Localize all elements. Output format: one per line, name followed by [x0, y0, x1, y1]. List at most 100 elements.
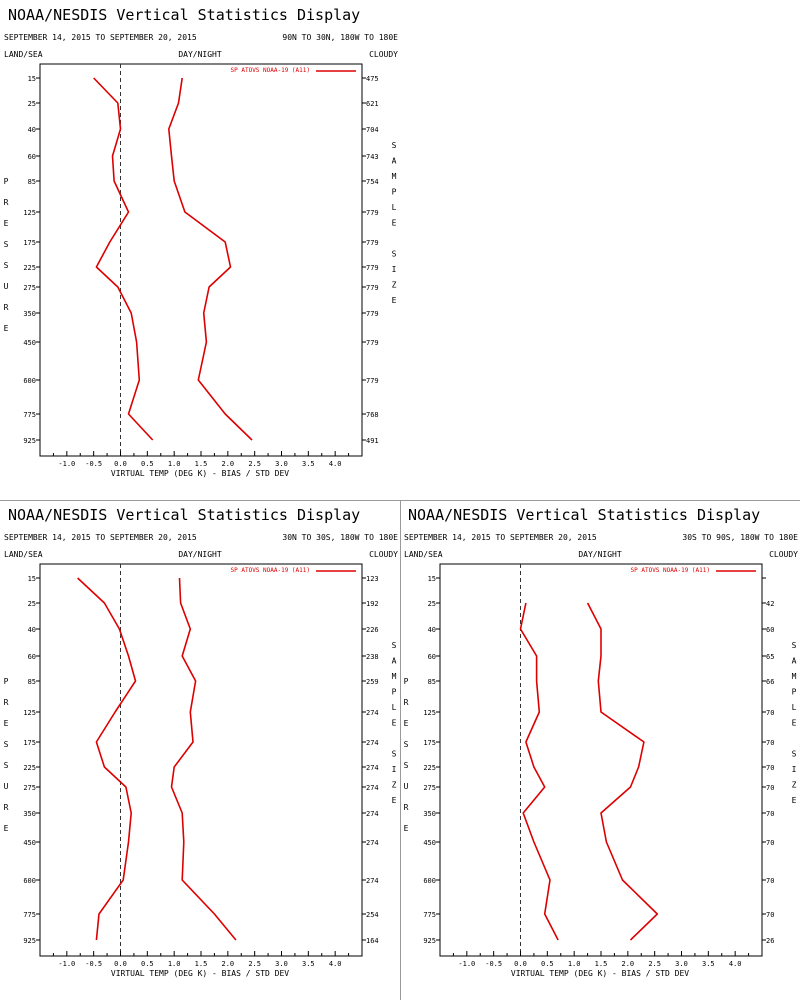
pressure-level-label: 225	[23, 764, 36, 772]
pressure-axis-letter: S	[4, 740, 9, 749]
pressure-level-label: 15	[28, 575, 36, 583]
pressure-axis-letter: R	[4, 803, 9, 812]
sample-size-label: 70	[766, 784, 774, 792]
sample-size-axis-letter: I	[792, 765, 797, 774]
x-tick-label: 1.5	[195, 960, 208, 968]
std-dev-line	[168, 77, 253, 441]
sample-size-axis-letter: Z	[392, 781, 397, 790]
chart-panel-30n-30s: NOAA/NESDIS Vertical Statistics Display S…	[0, 500, 400, 1000]
sample-size-axis-letter: E	[392, 219, 397, 228]
pressure-level-label: 600	[23, 377, 36, 385]
pressure-axis-letter: E	[404, 824, 409, 833]
date-range: SEPTEMBER 14, 2015 TO SEPTEMBER 20, 2015	[404, 533, 597, 542]
x-tick-label: -1.0	[58, 960, 75, 968]
sample-size-label: 779	[366, 310, 379, 318]
sample-size-label: 26	[766, 937, 774, 945]
sample-size-label: 491	[366, 437, 379, 445]
sample-size-label: 475	[366, 75, 379, 83]
pressure-level-label: 85	[28, 178, 36, 186]
pressure-axis-letter: U	[4, 282, 9, 291]
plot-frame	[439, 563, 763, 957]
pressure-level-label: 925	[23, 937, 36, 945]
x-tick-label: -0.5	[85, 960, 102, 968]
pressure-axis-letter: R	[4, 198, 9, 207]
pressure-level-label: 450	[423, 839, 436, 847]
sample-size-label: 192	[366, 600, 379, 608]
land-sea-label: LAND/SEA	[404, 550, 443, 559]
pressure-axis-letter: E	[4, 824, 9, 833]
sample-size-label: 779	[366, 209, 379, 217]
cloudy-label: CLOUDY	[369, 550, 398, 559]
pressure-axis-letter: S	[4, 240, 9, 249]
pressure-axis-letter: E	[404, 719, 409, 728]
pressure-level-label: 25	[428, 600, 436, 608]
sample-size-label: 123	[366, 575, 379, 583]
std-dev-line	[170, 577, 237, 941]
x-tick-label: 3.0	[275, 960, 288, 968]
sample-size-label: 274	[366, 784, 379, 792]
region-label: 30N TO 30S, 180W TO 180E	[282, 533, 398, 542]
sample-size-axis-letter: S	[792, 641, 797, 650]
x-tick-label: 1.0	[168, 960, 181, 968]
pressure-level-label: 175	[23, 239, 36, 247]
x-tick-label: -1.0	[58, 460, 75, 468]
sample-size-label: 754	[366, 178, 379, 186]
pressure-level-label: 175	[23, 739, 36, 747]
sample-size-label: 70	[766, 911, 774, 919]
pressure-level-label: 350	[23, 810, 36, 818]
sample-size-label: 779	[366, 284, 379, 292]
sample-size-axis-letter: P	[392, 688, 397, 697]
sample-size-axis-letter: E	[792, 796, 797, 805]
x-tick-label: 2.0	[622, 960, 635, 968]
sample-size-label: 779	[366, 339, 379, 347]
x-tick-label: 3.5	[302, 960, 315, 968]
pressure-axis-letter: E	[4, 219, 9, 228]
bias-line	[519, 602, 559, 941]
sample-size-axis-letter: M	[392, 672, 397, 681]
date-range: SEPTEMBER 14, 2015 TO SEPTEMBER 20, 2015	[4, 33, 197, 42]
x-axis-label: VIRTUAL TEMP (DEG K) - BIAS / STD DEV	[111, 969, 289, 978]
pressure-level-label: 125	[23, 209, 36, 217]
sample-size-label: 226	[366, 626, 379, 634]
pressure-level-label: 60	[28, 653, 36, 661]
sample-size-axis-letter: A	[392, 657, 397, 666]
sample-size-label: 779	[366, 239, 379, 247]
x-tick-label: 2.0	[222, 460, 235, 468]
pressure-level-label: 925	[423, 937, 436, 945]
pressure-axis-letter: S	[404, 761, 409, 770]
pressure-level-label: 450	[23, 839, 36, 847]
x-axis-label: VIRTUAL TEMP (DEG K) - BIAS / STD DEV	[511, 969, 689, 978]
x-tick-label: 3.0	[675, 960, 688, 968]
sample-size-label: 66	[766, 678, 774, 686]
pressure-axis-letter: R	[4, 698, 9, 707]
pressure-level-label: 40	[28, 126, 36, 134]
pressure-level-label: 175	[423, 739, 436, 747]
land-sea-label: LAND/SEA	[4, 550, 43, 559]
sample-size-label: 779	[366, 264, 379, 272]
cloudy-label: CLOUDY	[769, 550, 798, 559]
bias-line	[93, 77, 154, 441]
x-tick-label: 0.0	[114, 460, 127, 468]
x-tick-label: -1.0	[458, 960, 475, 968]
x-tick-label: 1.0	[168, 460, 181, 468]
sample-size-label: 743	[366, 153, 379, 161]
region-label: 30S TO 90S, 180W TO 180E	[682, 533, 798, 542]
sample-size-axis-letter: A	[792, 657, 797, 666]
pressure-axis-letter: U	[404, 782, 409, 791]
x-tick-label: 2.5	[248, 460, 261, 468]
sample-size-label: 274	[366, 739, 379, 747]
pressure-axis-letter: S	[4, 261, 9, 270]
pressure-level-label: 275	[423, 784, 436, 792]
pressure-level-label: 775	[423, 911, 436, 919]
sample-size-label: 42	[766, 600, 774, 608]
sample-size-axis-letter: S	[792, 750, 797, 759]
sample-size-axis-letter: E	[392, 719, 397, 728]
region-label: 90N TO 30N, 180W TO 180E	[282, 33, 398, 42]
sample-size-label: 238	[366, 653, 379, 661]
sample-size-axis-letter: P	[392, 188, 397, 197]
pressure-level-label: 450	[23, 339, 36, 347]
sample-size-axis-letter: S	[392, 641, 397, 650]
pressure-axis-letter: R	[4, 303, 9, 312]
pressure-level-label: 275	[23, 784, 36, 792]
sample-size-axis-letter: I	[392, 765, 397, 774]
